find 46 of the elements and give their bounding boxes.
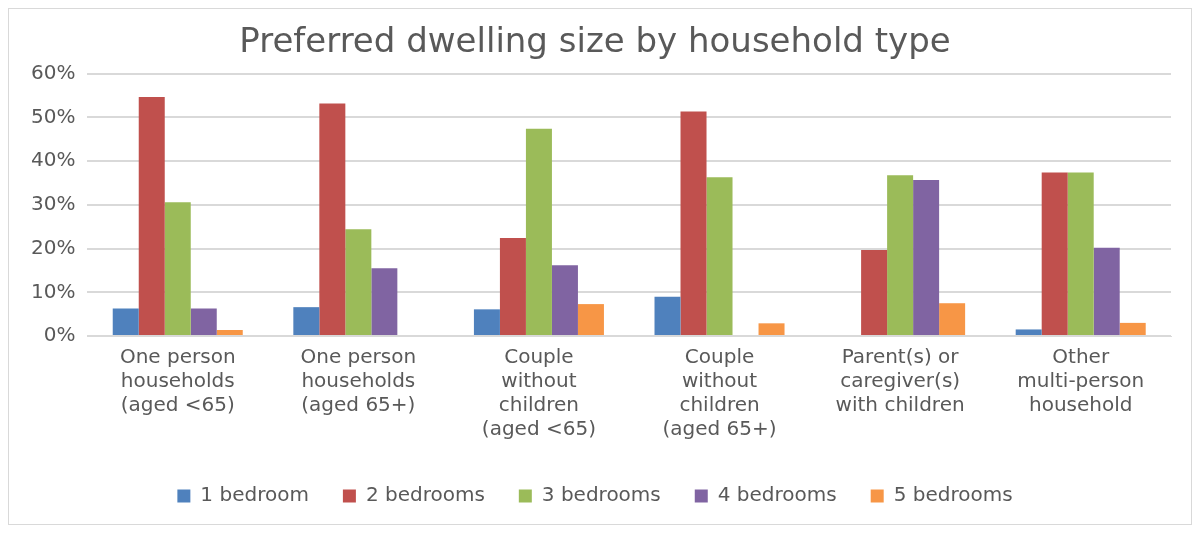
bar bbox=[473, 309, 500, 335]
y-tick-label: 40% bbox=[31, 147, 76, 172]
y-tick-label: 60% bbox=[31, 60, 76, 84]
x-tick-label: Couple without children (aged 65+) bbox=[662, 344, 777, 441]
bar bbox=[913, 179, 940, 335]
y-tick-label: 20% bbox=[31, 234, 76, 259]
bar bbox=[1093, 247, 1120, 335]
bar bbox=[319, 103, 346, 335]
legend-label: 2 bedrooms bbox=[365, 482, 485, 507]
bar bbox=[577, 304, 604, 335]
bar bbox=[138, 96, 165, 335]
bar bbox=[1119, 322, 1146, 335]
bar bbox=[551, 265, 578, 335]
bar bbox=[861, 249, 888, 335]
bar bbox=[164, 202, 191, 335]
bar bbox=[499, 238, 526, 335]
x-tick-label: Parent(s) or caregiver(s) with children bbox=[835, 344, 965, 417]
bar bbox=[216, 329, 243, 335]
bar bbox=[112, 308, 139, 335]
bar bbox=[525, 128, 552, 335]
y-tick-label: 10% bbox=[31, 278, 76, 303]
bar bbox=[1067, 172, 1094, 335]
y-tick-label: 50% bbox=[31, 103, 76, 128]
x-tick-label: One person households (aged <65) bbox=[119, 344, 236, 417]
x-tick-label: One person households (aged 65+) bbox=[300, 344, 417, 417]
legend-label: 4 bedrooms bbox=[717, 482, 837, 507]
bar bbox=[345, 229, 372, 335]
bar bbox=[758, 323, 785, 335]
bar bbox=[1041, 172, 1068, 335]
x-tick-label: Couple without children (aged <65) bbox=[481, 344, 596, 441]
legend-label: 1 bedroom bbox=[200, 482, 309, 507]
bar bbox=[190, 308, 217, 335]
bar bbox=[1015, 329, 1042, 335]
bar bbox=[706, 177, 733, 335]
bar bbox=[293, 307, 320, 335]
bar bbox=[371, 268, 398, 335]
bar bbox=[939, 303, 966, 335]
bar bbox=[887, 175, 914, 335]
y-tick-label: 30% bbox=[31, 191, 76, 216]
bar bbox=[654, 296, 681, 335]
bar bbox=[680, 111, 707, 335]
legend-label: 5 bedrooms bbox=[893, 482, 1013, 507]
legend-label: 3 bedrooms bbox=[541, 482, 661, 507]
chart-title: Preferred dwelling size by household type bbox=[239, 20, 951, 61]
y-tick-label: 0% bbox=[43, 322, 76, 347]
x-tick-label: Other multi-person household bbox=[1017, 344, 1145, 417]
